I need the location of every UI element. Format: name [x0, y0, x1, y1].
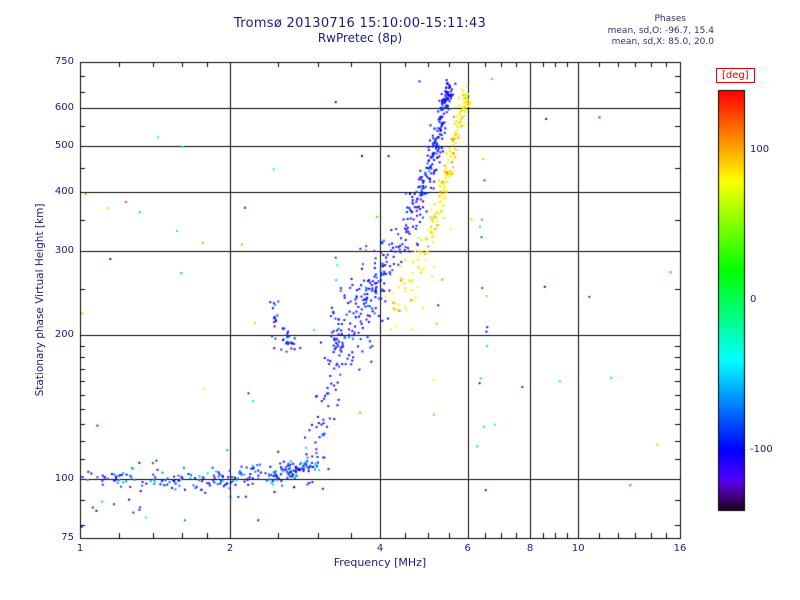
y-tick-label: 750: [54, 56, 74, 67]
x-tick-label: 16: [673, 543, 687, 554]
phase-stats-heading: Phases: [654, 14, 686, 24]
colorbar-tick-label: -100: [750, 444, 773, 455]
y-tick-label: 300: [54, 245, 74, 257]
phase-stats-x-mode: mean, sd,X: 85.0, 20.0: [611, 37, 714, 48]
x-tick-label: 6: [464, 543, 471, 554]
x-tick-label: 2: [226, 543, 234, 554]
x-tick-label: 1: [76, 543, 84, 554]
x-tick-label: 10: [571, 543, 585, 554]
colorbar-tick-label: 0: [750, 294, 757, 305]
phase-stats-block: Phases mean, sd,O: -96.7, 15.4 mean, sd,…: [608, 14, 714, 49]
x-axis-label: Frequency [MHz]: [333, 556, 427, 569]
phase-stats-o-mode: mean, sd,O: -96.7, 15.4: [607, 25, 714, 36]
x-tick-label: 8: [526, 543, 534, 554]
y-tick-label: 400: [54, 185, 74, 197]
y-tick-label: 500: [54, 139, 74, 151]
colorbar-tick-label: 100: [750, 144, 770, 155]
x-tick-label: 4: [376, 543, 384, 554]
y-tick-label: 75: [61, 532, 74, 543]
y-tick-label: 200: [54, 329, 74, 341]
chart-subtitle: RwPretec (8p): [317, 31, 403, 45]
y-tick-label: 600: [54, 102, 74, 114]
y-tick-label: 100: [54, 472, 74, 484]
y-axis-label: Stationary phase Virtual Height [km]: [34, 203, 46, 397]
chart-title: Tromsø 20130716 15:10:00-15:11:43: [233, 16, 487, 31]
colorbar-units-label: [deg]: [716, 68, 755, 83]
